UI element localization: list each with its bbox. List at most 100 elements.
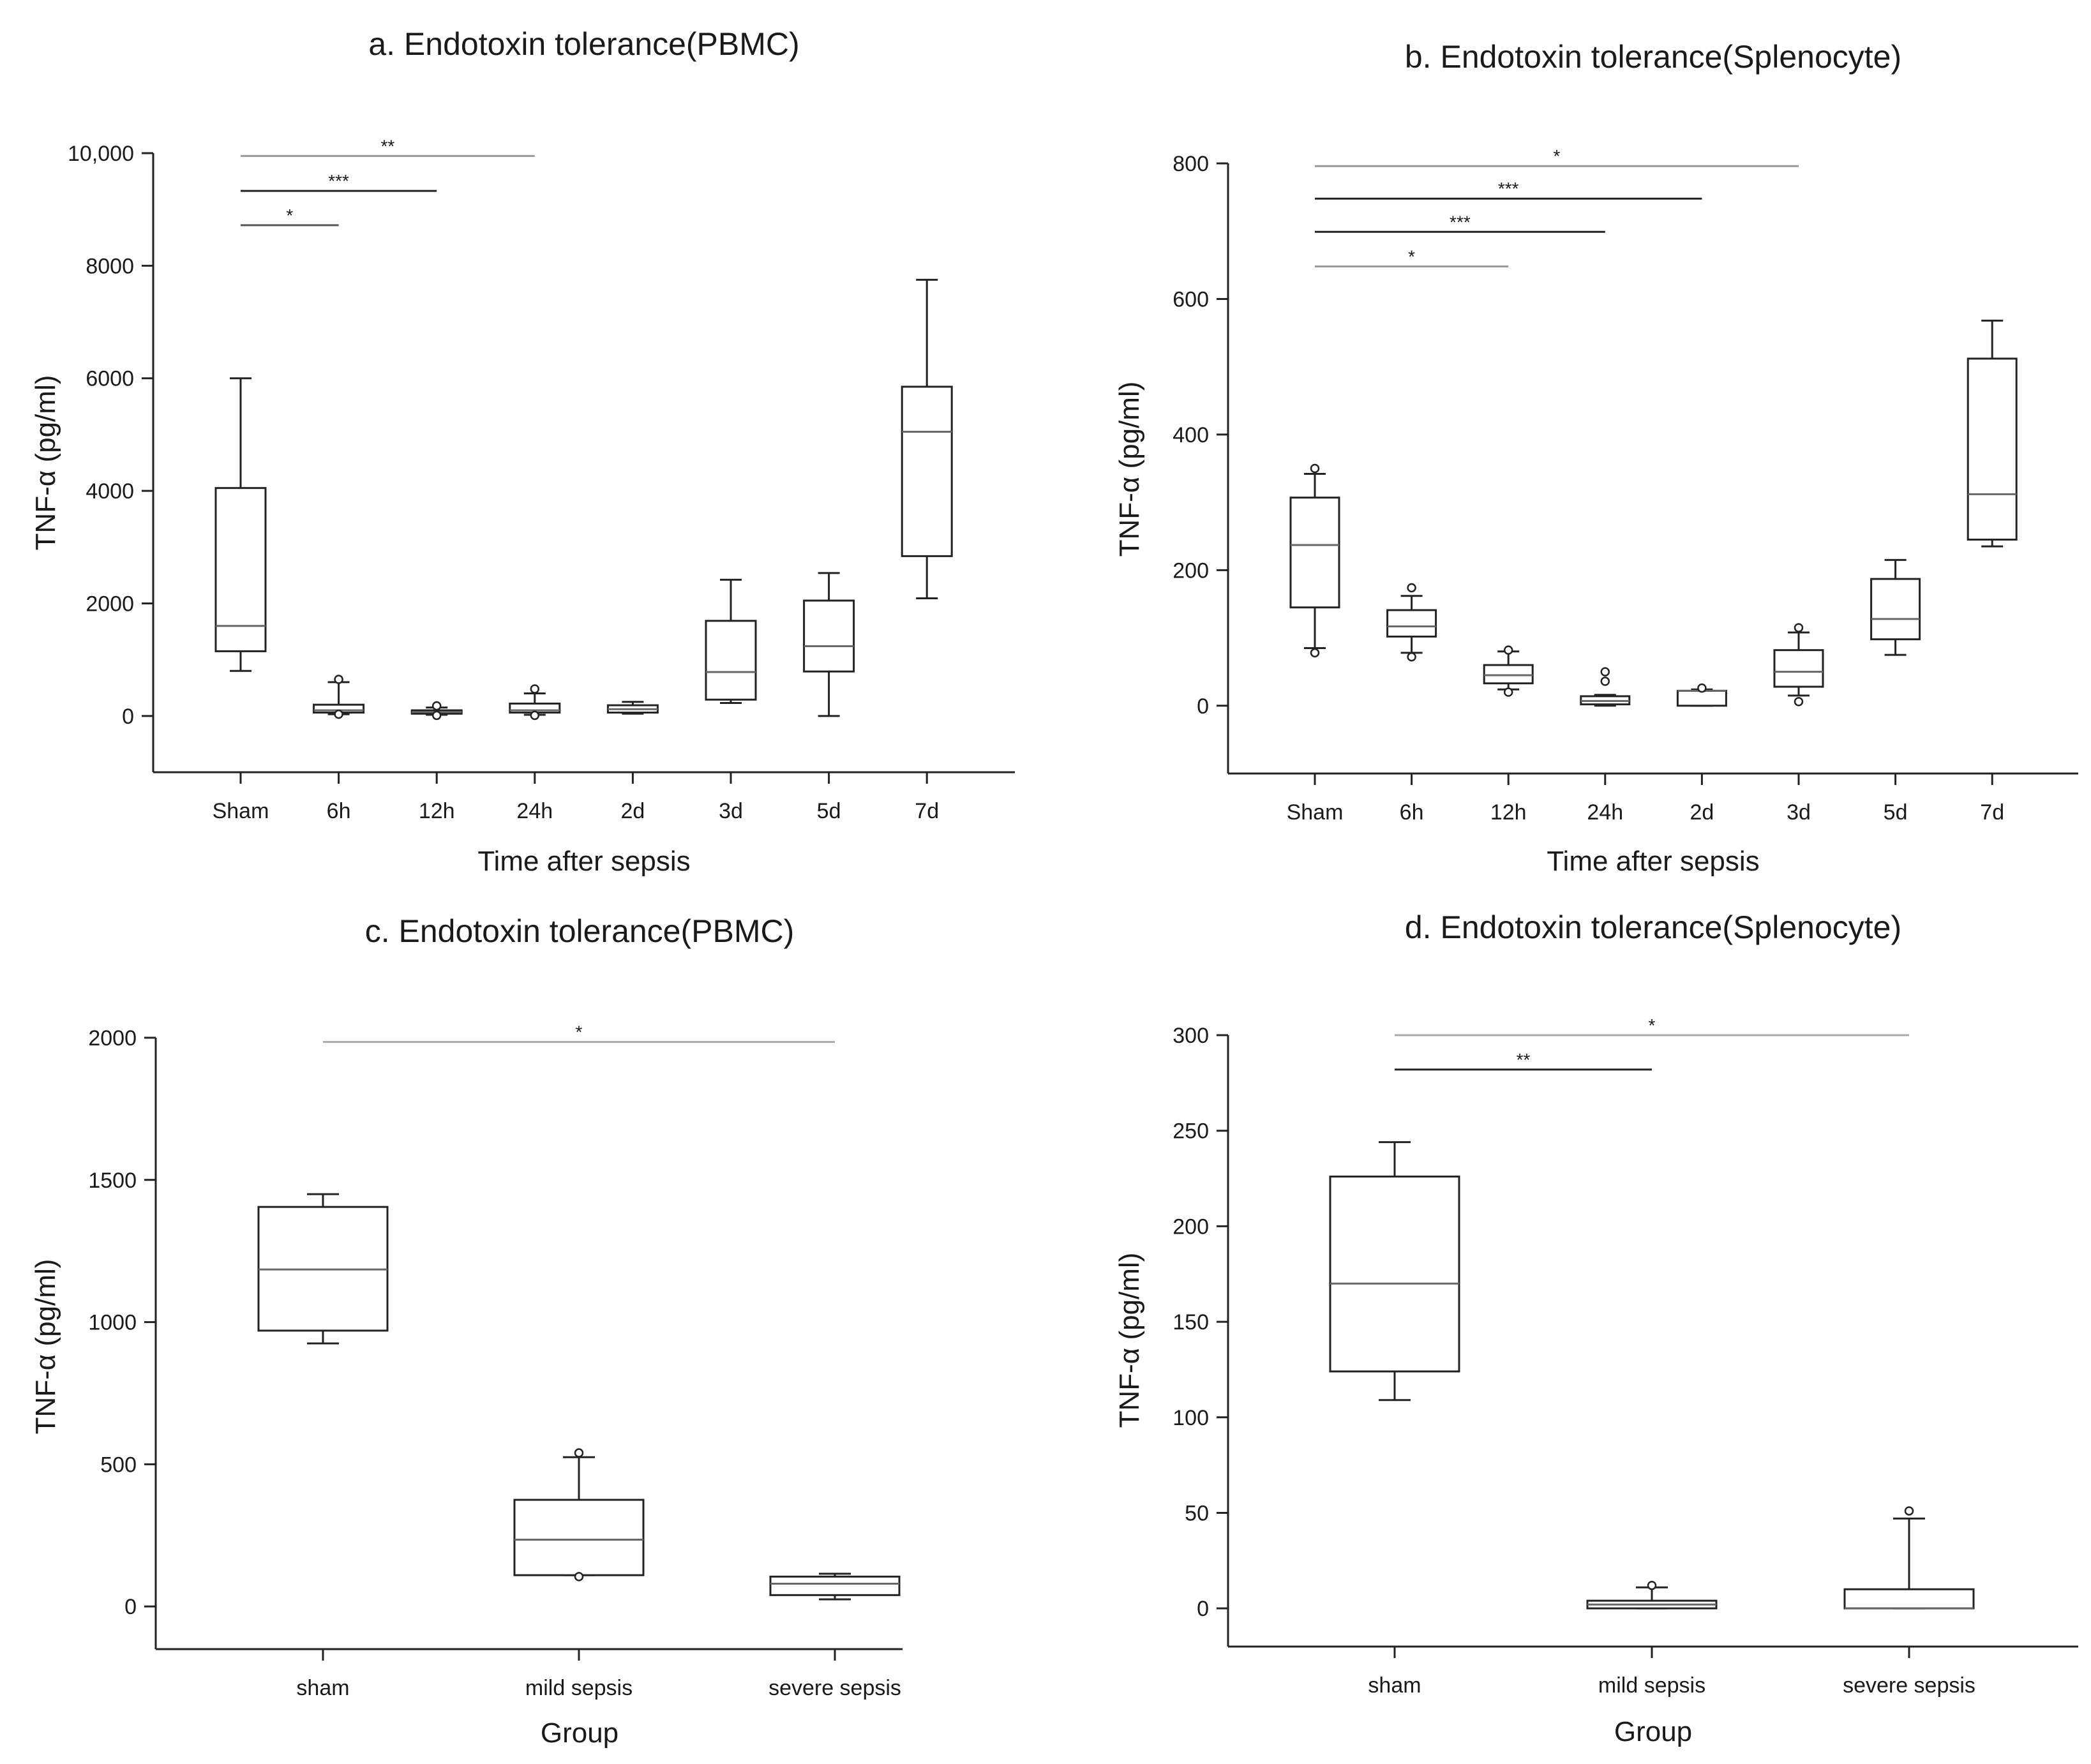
a-significance-label: * xyxy=(286,206,293,225)
b-significance-label: * xyxy=(1408,246,1415,266)
c-box-severe-sepsis xyxy=(769,1575,901,1596)
d-y-tick-label: 50 xyxy=(1185,1501,1209,1525)
c-y-tick-label: 2000 xyxy=(88,1026,137,1050)
panel-c-ylabel: TNF-α (pg/ml) xyxy=(30,1259,61,1435)
a-outlier xyxy=(530,684,540,694)
a-outlier xyxy=(334,709,343,719)
c-y-tick-label: 0 xyxy=(124,1595,137,1619)
a-x-tick-label: 2d xyxy=(620,799,645,823)
b-box-7d xyxy=(1967,357,2018,541)
c-x-tick-label: sham xyxy=(296,1676,349,1700)
a-y-tick-label: 10,000 xyxy=(68,142,134,166)
b-y-tick-label: 400 xyxy=(1173,423,1209,447)
b-significance-label: *** xyxy=(1450,212,1471,232)
d-x-tick-label: mild sepsis xyxy=(1598,1673,1705,1698)
b-outlier xyxy=(1697,683,1707,693)
d-x-tick-label: sham xyxy=(1368,1673,1421,1698)
d-y-tick-label: 200 xyxy=(1173,1215,1209,1239)
b-outlier xyxy=(1310,463,1320,474)
a-x-tick-label: Sham xyxy=(213,799,269,823)
b-box-3d xyxy=(1773,649,1824,688)
d-outlier xyxy=(1904,1506,1914,1516)
d-y-tick-label: 100 xyxy=(1173,1406,1209,1430)
panel-b-ylabel: TNF-α (pg/ml) xyxy=(1114,382,1145,557)
a-significance-label: ** xyxy=(381,136,395,156)
a-y-tick-label: 8000 xyxy=(86,254,134,278)
a-outlier xyxy=(530,710,540,721)
d-box-severe-sepsis xyxy=(1843,1588,1975,1610)
b-box-sham xyxy=(1289,497,1340,609)
a-box-sham xyxy=(214,487,267,652)
b-outlier xyxy=(1503,645,1513,655)
b-outlier xyxy=(1600,676,1610,686)
panel-a-xlabel: Time after sepsis xyxy=(477,846,690,877)
b-significance-label: *** xyxy=(1498,179,1519,198)
b-y-tick-label: 600 xyxy=(1173,287,1209,311)
a-x-tick-label: 12h xyxy=(419,799,455,823)
d-x-tick-label: severe sepsis xyxy=(1843,1673,1975,1698)
a-y-tick-label: 0 xyxy=(122,705,134,729)
b-outlier xyxy=(1794,623,1804,632)
a-x-tick-label: 7d xyxy=(915,799,939,823)
panel-b-title: b. Endotoxin tolerance(Splenocyte) xyxy=(1405,39,1901,75)
a-outlier xyxy=(431,701,442,711)
b-significance-label: * xyxy=(1554,146,1561,166)
b-y-tick-label: 800 xyxy=(1173,152,1209,176)
b-x-tick-label: 2d xyxy=(1690,800,1714,825)
d-significance-label: * xyxy=(1649,1015,1656,1035)
c-y-tick-label: 500 xyxy=(100,1453,137,1477)
d-significance-label: ** xyxy=(1517,1050,1531,1070)
panel-b-xlabel: Time after sepsis xyxy=(1547,846,1759,877)
b-y-tick-label: 200 xyxy=(1173,558,1209,583)
c-outlier xyxy=(574,1448,584,1458)
panel-a-plot: 0 2000 4000 6000 8000 10,000 Sham 6h 12h 24h 2d 3d 5… xyxy=(68,136,1015,823)
b-x-tick-label: 5d xyxy=(1884,800,1908,825)
panel-c-title: c. Endotoxin tolerance(PBMC) xyxy=(365,913,795,949)
c-x-tick-label: mild sepsis xyxy=(525,1676,633,1700)
b-outlier xyxy=(1600,667,1610,676)
a-y-tick-label: 2000 xyxy=(86,592,134,616)
panel-c-xlabel: Group xyxy=(541,1717,618,1749)
b-x-tick-label: 3d xyxy=(1787,800,1811,825)
panel-d-title: d. Endotoxin tolerance(Splenocyte) xyxy=(1405,909,1901,945)
b-x-tick-label: 7d xyxy=(1980,800,2004,825)
a-outlier xyxy=(334,675,343,684)
a-x-tick-label: 24h xyxy=(516,799,553,823)
panel-c-plot: 0 500 1000 1500 2000 sham mild sepsis severe se… xyxy=(88,1022,903,1700)
b-outlier xyxy=(1503,687,1513,697)
c-box-mild-sepsis xyxy=(513,1499,645,1576)
panel-d-plot: 0 50 100 150 200 250 300 sham mild sepsis severe … xyxy=(1173,1015,2078,1698)
b-x-tick-label: 24h xyxy=(1587,800,1623,825)
panel-d-xlabel: Group xyxy=(1614,1716,1692,1747)
c-y-tick-label: 1500 xyxy=(88,1169,137,1193)
b-x-tick-label: Sham xyxy=(1287,800,1344,825)
d-y-tick-label: 250 xyxy=(1173,1119,1209,1144)
a-y-tick-label: 6000 xyxy=(86,367,134,391)
d-box-sham xyxy=(1329,1176,1460,1373)
b-outlier xyxy=(1407,583,1416,593)
d-outlier xyxy=(1647,1580,1657,1590)
a-outlier xyxy=(431,710,442,721)
b-box-5d xyxy=(1870,578,1921,641)
b-box-12h xyxy=(1483,664,1534,685)
b-box-6h xyxy=(1386,609,1437,638)
a-box-3d xyxy=(705,620,757,701)
d-y-tick-label: 0 xyxy=(1197,1597,1209,1621)
panel-d-ylabel: TNF-α (pg/ml) xyxy=(1114,1253,1145,1428)
c-significance-label: * xyxy=(576,1022,583,1042)
b-box-2d xyxy=(1676,689,1727,707)
panel-d: d. Endotoxin tolerance(Splenocyte) Group… xyxy=(1114,909,2078,1747)
a-x-tick-label: 3d xyxy=(719,799,743,823)
b-outlier xyxy=(1407,652,1416,662)
a-x-tick-label: 5d xyxy=(817,799,841,823)
c-outlier xyxy=(574,1572,584,1581)
a-y-tick-label: 4000 xyxy=(86,479,134,504)
c-x-tick-label: severe sepsis xyxy=(768,1676,901,1700)
a-significance-label: *** xyxy=(328,171,349,191)
b-outlier xyxy=(1794,697,1804,706)
c-y-tick-label: 1000 xyxy=(88,1311,137,1335)
b-y-tick-label: 0 xyxy=(1197,694,1209,719)
panel-b: b. Endotoxin tolerance(Splenocyte) Time … xyxy=(1114,39,2078,877)
